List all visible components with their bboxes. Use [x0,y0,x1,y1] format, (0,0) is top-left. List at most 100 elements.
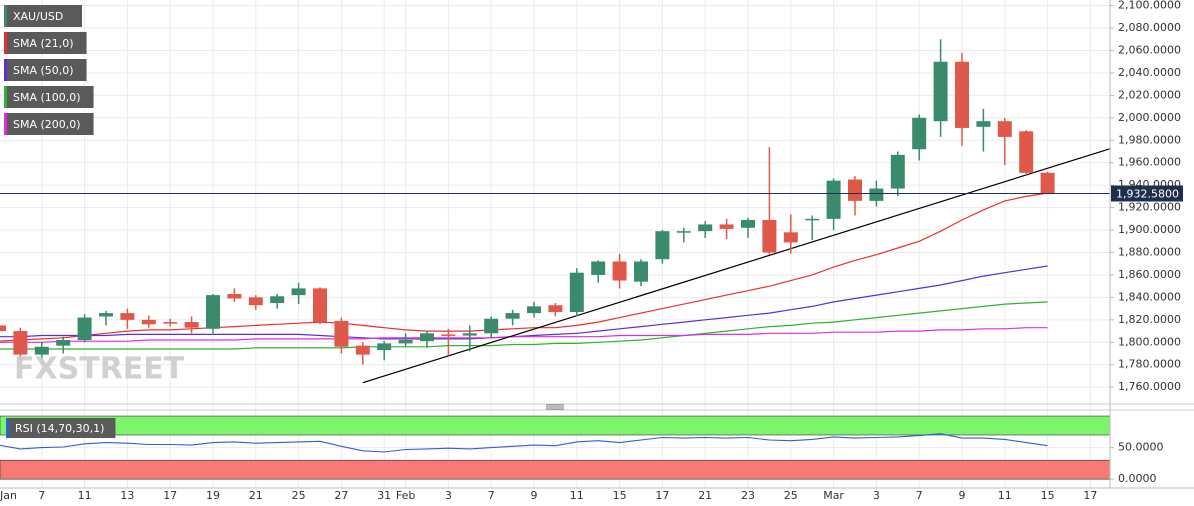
legend-box [6,418,116,438]
candle-body [120,313,135,320]
legend-box [4,5,82,27]
candle-body [34,346,49,355]
x-tick-label: Mar [823,489,844,502]
candle-body [99,313,113,317]
candle-body [270,296,285,303]
sma-line [0,301,1048,350]
candle-body [569,272,584,312]
x-tick-label: 11 [78,489,92,502]
candle-body [719,224,734,229]
legend-swatch [4,32,7,54]
y-tick-label: 0.0000 [1118,472,1157,485]
candle-body [591,261,606,275]
candle-body [291,288,306,296]
candle-body [826,180,841,219]
y-tick-label: 1,920.0000 [1118,201,1181,214]
candle-body [783,232,798,243]
legend-swatch [6,418,9,438]
candle-body [56,340,71,346]
x-tick-label: 7 [916,489,923,502]
candle-body [77,317,92,341]
x-tick-label: 3 [445,489,452,502]
candle-body [612,261,627,281]
legend-swatch [4,5,7,27]
y-tick-label: 50.0000 [1118,441,1164,454]
legend-label: SMA (200,0) [13,118,81,131]
rsi-zone [0,415,1110,436]
trendline [362,148,1110,384]
candle-body [398,340,413,344]
rsi-line [0,433,1048,453]
x-tick-label: 17 [655,489,669,502]
x-tick-label: 13 [120,489,134,502]
candle-body [955,61,969,128]
legend-swatch [4,86,7,108]
candle-body [505,313,520,319]
candle-body [484,318,499,334]
legend-label: SMA (21,0) [13,37,74,50]
candle-body [248,297,263,306]
x-tick-label: 25 [292,489,306,502]
candle-body [655,231,670,260]
resize-handle[interactable] [546,404,564,410]
y-tick-label: 1,840.0000 [1118,290,1181,303]
legend-swatch [4,113,7,135]
candle-body [227,294,242,299]
candle-body [634,261,648,282]
x-tick-label: 15 [613,489,627,502]
x-tick-label: 21 [698,489,712,502]
y-tick-label: 1,860.0000 [1118,268,1181,281]
sma-line [0,327,1048,343]
candle-body [548,305,563,312]
candle-body [997,121,1012,137]
x-tick-label: 21 [249,489,263,502]
candle-body [163,322,178,324]
candle-body [890,154,905,189]
legend-box [4,32,87,54]
candle-body [206,295,220,329]
candle-body [1040,172,1055,194]
y-tick-label: 1,760.0000 [1118,380,1181,393]
grid [0,0,1110,488]
x-tick-label: 9 [959,489,966,502]
candle-body [976,121,991,127]
x-tick-label: 11 [570,489,584,502]
legend-label: SMA (100,0) [13,91,81,104]
rsi-zone [0,459,1110,480]
y-tick-label: 1,800.0000 [1118,335,1181,348]
y-tick-label: 1,780.0000 [1118,358,1181,371]
x-tick-label: 7 [38,489,45,502]
x-tick-label: 7 [488,489,495,502]
y-tick-label: 1,820.0000 [1118,313,1181,326]
y-tick-label: 2,020.0000 [1118,88,1181,101]
y-tick-label: 1,980.0000 [1118,133,1181,146]
candle-body [805,218,820,221]
legend: XAU/USD SMA (21,0) SMA (50,0) SMA (100,0) SM… [4,5,116,438]
candle-body [462,333,477,336]
candle-body [869,188,884,201]
y-tick-label: 2,040.0000 [1118,66,1181,79]
candle-body [848,179,862,201]
candle-body [377,343,392,351]
last-price-label: 1,932.5800 [1116,187,1179,200]
candle-body [441,334,456,336]
y-tick-label: 1,900.0000 [1118,223,1181,236]
legend-label: SMA (50,0) [13,64,74,77]
x-tick-label: 23 [741,489,755,502]
y-tick-label: 1,960.0000 [1118,156,1181,169]
rsi-panel [0,415,1110,480]
y-tick-label: 2,000.0000 [1118,111,1181,124]
sma-line [0,192,1048,342]
legend-box [4,86,94,108]
candle-body [313,288,327,323]
x-tick-label: 19 [206,489,220,502]
last-price-box [1111,185,1183,202]
candle-body [355,345,370,355]
candle-body [527,306,541,314]
x-tick-label: 11 [998,489,1012,502]
x-tick-label: Feb [396,489,415,502]
candle-body [334,320,349,347]
legend-label: RSI (14,70,30,1) [15,422,104,435]
x-tick-label: 17 [163,489,177,502]
